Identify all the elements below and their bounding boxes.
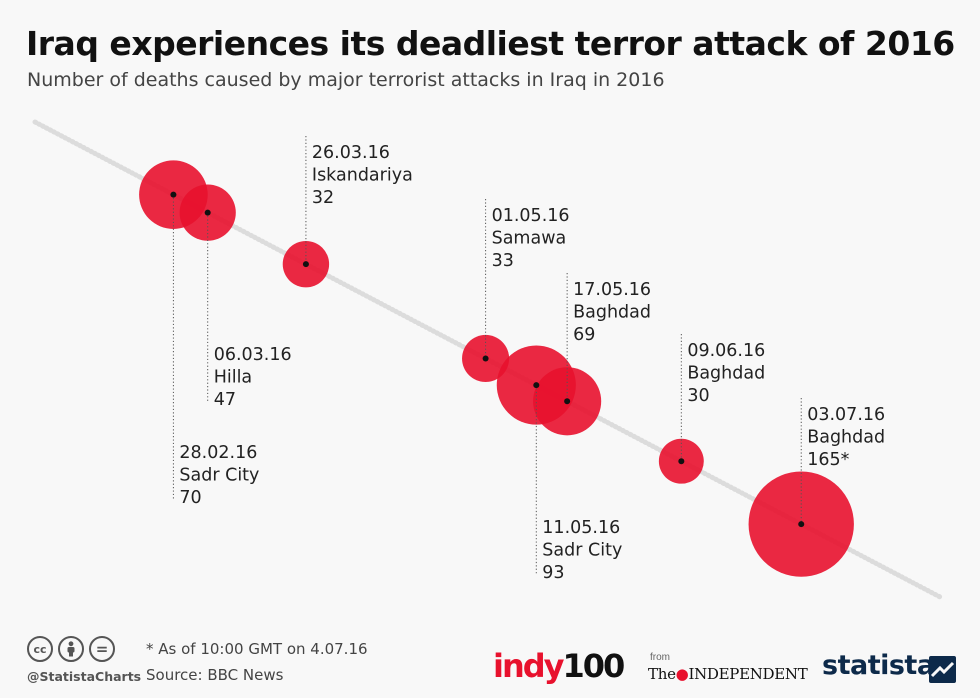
license-icons: cc =	[27, 636, 115, 662]
label-place-8: Baghdad	[807, 428, 885, 448]
label-deaths-7: 30	[687, 386, 709, 406]
label-place-2: Hilla	[214, 368, 252, 388]
chart-subtitle: Number of deaths caused by major terrori…	[27, 69, 665, 91]
label-place-7: Baghdad	[687, 364, 765, 384]
source-note: Source: BBC News	[146, 666, 284, 684]
leader-lines-layer	[172, 136, 802, 574]
label-date-6: 17.05.16	[573, 280, 651, 300]
center-dot-7	[678, 458, 685, 465]
the-independent-logo: The●INDEPENDENT	[648, 665, 808, 683]
from-label: from	[650, 652, 670, 663]
statista-handle: @StatistaCharts	[27, 669, 142, 684]
label-date-5: 11.05.16	[542, 518, 620, 538]
center-dots-layer	[170, 191, 805, 528]
label-deaths-6: 69	[573, 325, 595, 345]
center-dot-6	[564, 398, 571, 405]
label-deaths-8: 165*	[807, 450, 849, 470]
label-place-4: Samawa	[492, 229, 567, 249]
label-date-8: 03.07.16	[807, 405, 885, 425]
statista-logo-icon	[929, 656, 956, 683]
attribution-icon	[58, 636, 84, 662]
label-place-6: Baghdad	[573, 303, 651, 323]
cc-icon: cc	[27, 636, 53, 662]
label-deaths-5: 93	[542, 563, 564, 583]
label-deaths-4: 33	[492, 251, 514, 271]
no-derivatives-icon: =	[89, 636, 115, 662]
chart-title: Iraq experiences its deadliest terror at…	[26, 24, 955, 63]
statista-logo: statista	[822, 650, 935, 681]
footer: cc = @StatistaCharts * As of 10:00 GMT o…	[0, 628, 980, 698]
label-place-1: Sadr City	[179, 466, 259, 486]
label-deaths-3: 32	[312, 188, 334, 208]
label-deaths-1: 70	[179, 488, 201, 508]
label-place-5: Sadr City	[542, 541, 622, 561]
label-date-7: 09.06.16	[687, 341, 765, 361]
center-dot-4	[482, 355, 489, 362]
label-date-2: 06.03.16	[214, 345, 292, 365]
center-dot-3	[302, 261, 309, 268]
center-dot-8	[798, 521, 805, 528]
label-date-4: 01.05.16	[492, 206, 570, 226]
center-dot-2	[204, 209, 211, 216]
indy100-logo: indy100	[493, 647, 625, 685]
footnote: * As of 10:00 GMT on 4.07.16	[146, 640, 368, 658]
label-date-1: 28.02.16	[179, 443, 257, 463]
label-date-3: 26.03.16	[312, 143, 390, 163]
center-dot-5	[533, 382, 540, 389]
center-dot-1	[170, 191, 177, 198]
label-deaths-2: 47	[214, 390, 236, 410]
label-place-3: Iskandariya	[312, 166, 413, 186]
